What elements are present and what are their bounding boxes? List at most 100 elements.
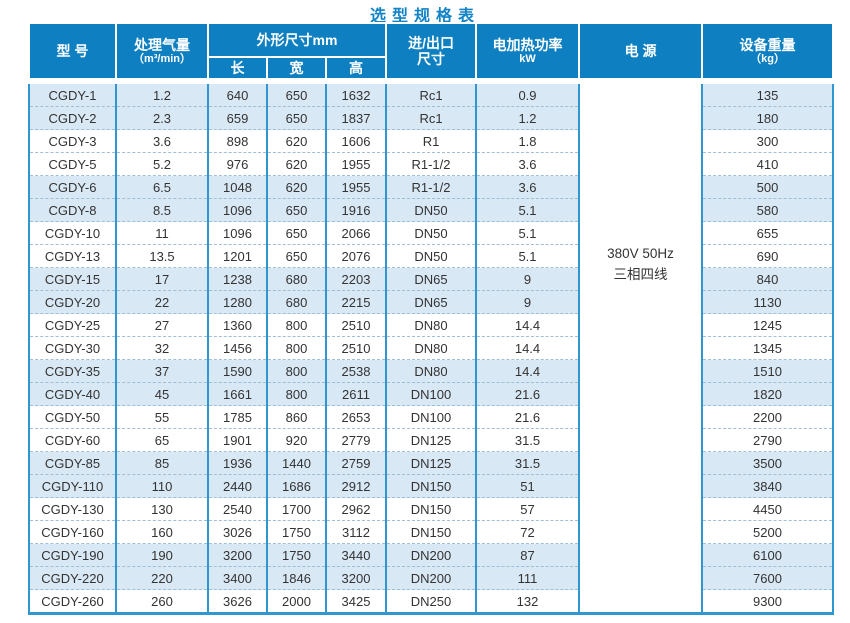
cell-length: 3400 [207,566,267,590]
cell-capacity: 37 [115,359,208,383]
cell-length: 1661 [207,382,267,406]
cell-height: 3440 [325,543,386,567]
cell-width: 650 [266,84,326,107]
cell-inlet: DN150 [385,497,476,521]
power-supply-line2: 三相四线 [613,266,668,282]
cell-length: 898 [207,129,267,153]
cell-length: 1238 [207,267,267,291]
header-capacity-label: 处理气量 [134,36,190,53]
cell-width: 860 [266,405,326,429]
cell-inlet: DN80 [385,313,476,337]
cell-weight: 9300 [701,589,833,614]
cell-heater-kw: 5.1 [475,221,579,245]
table-row: CGDY-190 190 3200 1750 3440 DN200 87 6100 [28,543,833,567]
cell-heater-kw: 1.8 [475,129,579,153]
cell-capacity: 220 [115,566,208,590]
header-heater-power: 电加热功率 kW [475,22,581,80]
cell-weight: 2790 [701,428,833,452]
cell-inlet: DN65 [385,267,476,291]
cell-width: 650 [266,106,326,130]
cell-height: 3425 [325,589,386,614]
header-inlet-label: 进/出口 [408,34,454,51]
table-row: CGDY-3 3.6 898 620 1606 R1 1.8 300 [28,129,833,153]
cell-heater-kw: 57 [475,497,579,521]
cell-height: 3112 [325,520,386,544]
cell-inlet: DN50 [385,244,476,268]
cell-length: 1936 [207,451,267,475]
table-row: CGDY-2 2.3 659 650 1837 Rc1 1.2 180 [28,106,833,130]
cell-length: 1048 [207,175,267,199]
cell-length: 3026 [207,520,267,544]
cell-width: 650 [266,244,326,268]
cell-heater-kw: 14.4 [475,313,579,337]
cell-capacity: 65 [115,428,208,452]
cell-height: 1632 [325,84,386,107]
header-inlet-label2: 尺寸 [417,51,446,67]
table-row: CGDY-20 22 1280 680 2215 DN65 9 1130 [28,290,833,314]
cell-capacity: 260 [115,589,208,614]
cell-inlet: DN125 [385,451,476,475]
cell-model: CGDY-10 [28,221,116,245]
cell-inlet: DN150 [385,474,476,498]
cell-width: 680 [266,290,326,314]
cell-height: 2912 [325,474,386,498]
cell-model: CGDY-220 [28,566,116,590]
cell-inlet: DN200 [385,566,476,590]
cell-height: 2203 [325,267,386,291]
cell-model: CGDY-5 [28,152,116,176]
cell-inlet: Rc1 [385,106,476,130]
cell-weight: 3840 [701,474,833,498]
cell-model: CGDY-60 [28,428,116,452]
cell-width: 800 [266,359,326,383]
cell-length: 1201 [207,244,267,268]
cell-height: 2759 [325,451,386,475]
cell-height: 2510 [325,336,386,360]
cell-model: CGDY-160 [28,520,116,544]
cell-height: 1606 [325,129,386,153]
cell-model: CGDY-30 [28,336,116,360]
cell-height: 2653 [325,405,386,429]
table-row: CGDY-13 13.5 1201 650 2076 DN50 5.1 690 [28,244,833,268]
table-header: 型 号 处理气量 （m³/min） 外形尺寸mm 进/出口 尺寸 电加热功率 k… [28,22,835,80]
cell-height: 3200 [325,566,386,590]
table-row: CGDY-130 130 2540 1700 2962 DN150 57 4450 [28,497,833,521]
cell-inlet: R1-1/2 [385,152,476,176]
cell-capacity: 1.2 [115,84,208,107]
cell-model: CGDY-2 [28,106,116,130]
cell-heater-kw: 21.6 [475,405,579,429]
cell-capacity: 190 [115,543,208,567]
cell-inlet: R1 [385,129,476,153]
table-body: CGDY-1 1.2 640 650 1632 Rc1 0.9 380V 50Hz 三相四线 13… [28,84,834,615]
cell-model: CGDY-40 [28,382,116,406]
table-row: CGDY-8 8.5 1096 650 1916 DN50 5.1 580 [28,198,833,222]
power-supply-line1: 380V 50Hz [607,246,674,261]
cell-weight: 655 [701,221,833,245]
page-title: 选型规格表 [369,8,480,25]
cell-height: 2962 [325,497,386,521]
cell-weight: 3500 [701,451,833,475]
header-dim-width: 宽 [266,56,327,80]
cell-length: 1096 [207,221,267,245]
cell-heater-kw: 1.2 [475,106,579,130]
cell-weight: 135 [701,84,833,107]
cell-height: 1837 [325,106,386,130]
cell-inlet: Rc1 [385,84,476,107]
table-row: CGDY-50 55 1785 860 2653 DN100 21.6 2200 [28,405,833,429]
cell-model: CGDY-260 [28,589,116,614]
cell-height: 2611 [325,382,386,406]
header-capacity: 处理气量 （m³/min） [115,22,209,80]
cell-width: 620 [266,129,326,153]
cell-height: 2066 [325,221,386,245]
cell-inlet: DN200 [385,543,476,567]
table-row: CGDY-60 65 1901 920 2779 DN125 31.5 2790 [28,428,833,452]
cell-model: CGDY-110 [28,474,116,498]
cell-inlet: DN50 [385,198,476,222]
header-weight: 设备重量 （kg） [701,22,835,80]
cell-weight: 690 [701,244,833,268]
cell-capacity: 27 [115,313,208,337]
cell-heater-kw: 31.5 [475,451,579,475]
header-heater-unit: kW [519,52,536,65]
cell-model: CGDY-8 [28,198,116,222]
cell-heater-kw: 9 [475,267,579,291]
cell-model: CGDY-130 [28,497,116,521]
